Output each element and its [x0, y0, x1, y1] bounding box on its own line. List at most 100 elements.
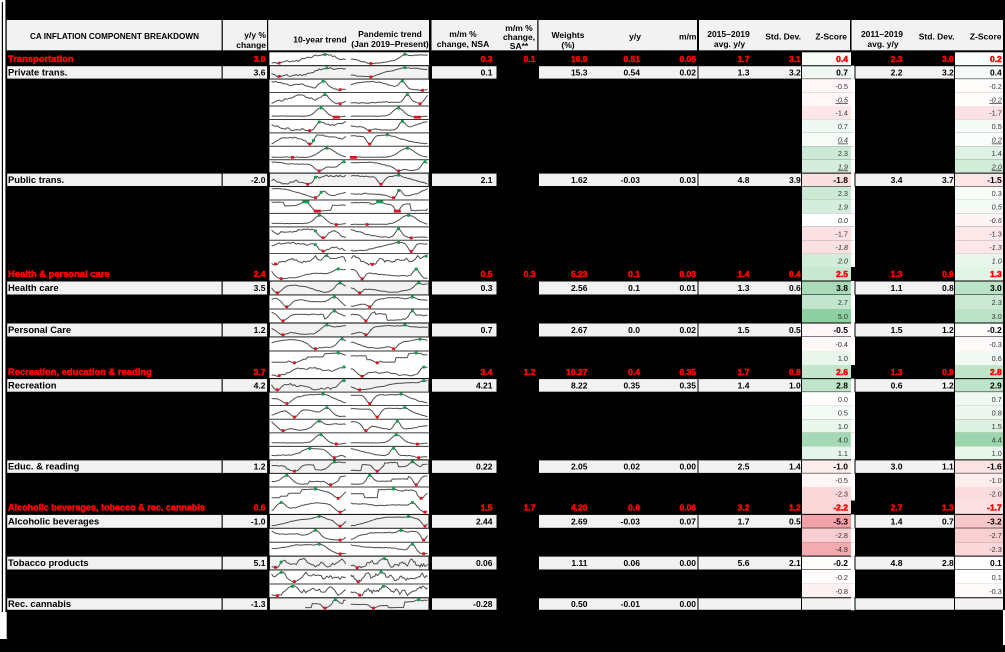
svg-text:Std. Dev.: Std. Dev.	[919, 32, 955, 42]
svg-text:0.00: 0.00	[679, 599, 696, 609]
svg-text:-0.2: -0.2	[987, 325, 1002, 335]
svg-text:m/m %: m/m %	[505, 23, 533, 33]
svg-text:4.2: 4.2	[254, 380, 266, 390]
svg-text:1.4: 1.4	[789, 462, 801, 472]
svg-text:2.3: 2.3	[891, 54, 903, 64]
svg-text:-2.8: -2.8	[835, 531, 848, 540]
svg-text:3.2: 3.2	[789, 67, 801, 77]
svg-text:-0.3: -0.3	[989, 587, 1002, 596]
svg-text:1.7: 1.7	[738, 516, 750, 526]
svg-text:avg. y/y: avg. y/y	[867, 39, 898, 49]
svg-text:2.8: 2.8	[990, 367, 1002, 377]
svg-text:Alcoholic beverages, tobacco &: Alcoholic beverages, tobacco & rec. cann…	[8, 501, 205, 512]
svg-text:-0.5: -0.5	[835, 476, 848, 485]
svg-text:0.03: 0.03	[679, 269, 696, 279]
svg-text:2.3: 2.3	[838, 149, 848, 158]
svg-text:Z-Score: Z-Score	[970, 32, 1002, 42]
svg-text:1.5: 1.5	[738, 325, 750, 335]
svg-text:1.3: 1.3	[738, 283, 750, 293]
svg-text:Alcoholic beverages: Alcoholic beverages	[8, 515, 99, 526]
svg-text:1.7: 1.7	[738, 54, 750, 64]
svg-text:-1.7: -1.7	[987, 502, 1002, 512]
svg-text:1.5: 1.5	[992, 422, 1002, 431]
svg-text:-1.4: -1.4	[835, 109, 848, 118]
svg-text:1.5: 1.5	[891, 325, 903, 335]
svg-text:2.2: 2.2	[891, 67, 903, 77]
svg-text:0.7: 0.7	[942, 516, 954, 526]
svg-text:-1.0: -1.0	[251, 516, 266, 526]
svg-text:-1.7: -1.7	[989, 109, 1002, 118]
svg-text:0.5: 0.5	[838, 408, 848, 417]
svg-text:0.06: 0.06	[679, 502, 696, 512]
svg-text:Health & personal care: Health & personal care	[8, 268, 110, 279]
svg-text:SA**: SA**	[510, 41, 529, 51]
svg-text:0.4: 0.4	[789, 269, 801, 279]
svg-text:Public trans.: Public trans.	[8, 174, 64, 185]
svg-text:1.2: 1.2	[942, 380, 954, 390]
svg-text:2.5: 2.5	[738, 462, 750, 472]
svg-text:0.35: 0.35	[623, 380, 640, 390]
svg-text:-0.6: -0.6	[989, 216, 1003, 225]
svg-text:1.62: 1.62	[571, 175, 588, 185]
svg-text:4.8: 4.8	[738, 175, 750, 185]
svg-text:-2.3: -2.3	[835, 490, 848, 499]
svg-text:change,: change,	[503, 32, 535, 42]
svg-text:2011–2019: 2011–2019	[861, 29, 903, 39]
svg-text:0.6: 0.6	[789, 283, 801, 293]
svg-text:2.4: 2.4	[254, 269, 266, 279]
svg-text:-0.2: -0.2	[989, 82, 1002, 91]
svg-text:change, NSA: change, NSA	[437, 39, 489, 49]
svg-text:2.0: 2.0	[837, 256, 848, 265]
svg-text:0.6: 0.6	[254, 502, 266, 512]
svg-text:-0.2: -0.2	[833, 558, 848, 568]
svg-text:0.6: 0.6	[992, 354, 1002, 363]
svg-text:0.7: 0.7	[836, 67, 848, 77]
svg-text:-3.2: -3.2	[987, 516, 1002, 526]
svg-text:CA INFLATION COMPONENT BREAKDO: CA INFLATION COMPONENT BREAKDOWN	[30, 31, 199, 41]
svg-text:5.6: 5.6	[738, 558, 750, 568]
svg-text:0.35: 0.35	[679, 380, 696, 390]
svg-text:1.0: 1.0	[789, 380, 801, 390]
svg-text:2.56: 2.56	[571, 283, 588, 293]
svg-text:-2.3: -2.3	[989, 545, 1002, 554]
svg-text:-0.2: -0.2	[835, 573, 848, 582]
svg-text:1.0: 1.0	[838, 422, 848, 431]
svg-text:0.4: 0.4	[838, 136, 848, 145]
svg-text:3.9: 3.9	[789, 175, 801, 185]
svg-text:0.0: 0.0	[628, 502, 640, 512]
svg-text:3.2: 3.2	[738, 502, 750, 512]
svg-text:0.7: 0.7	[481, 325, 493, 335]
svg-text:2.05: 2.05	[571, 462, 588, 472]
svg-text:1.4: 1.4	[992, 149, 1002, 158]
svg-text:0.1: 0.1	[628, 283, 640, 293]
svg-text:-1.5: -1.5	[987, 175, 1002, 185]
svg-text:0.2: 0.2	[992, 136, 1002, 145]
svg-text:-0.5: -0.5	[835, 82, 848, 91]
svg-text:1.3: 1.3	[990, 269, 1002, 279]
svg-text:-1.7: -1.7	[835, 230, 848, 239]
svg-text:0.5: 0.5	[992, 122, 1002, 131]
svg-text:0.00: 0.00	[679, 558, 696, 568]
svg-text:10.27: 10.27	[566, 367, 588, 377]
svg-text:-1.3: -1.3	[989, 243, 1002, 252]
svg-text:0.1: 0.1	[481, 67, 493, 77]
svg-text:3.8: 3.8	[836, 283, 848, 293]
svg-text:10-year trend: 10-year trend	[293, 35, 346, 45]
svg-text:-1.0: -1.0	[989, 476, 1002, 485]
svg-text:2.7: 2.7	[891, 502, 903, 512]
svg-text:-0.8: -0.8	[835, 587, 848, 596]
svg-text:1.2: 1.2	[942, 325, 954, 335]
svg-text:1.0: 1.0	[838, 354, 848, 363]
svg-text:-0.4: -0.4	[835, 340, 848, 349]
svg-text:-0.01: -0.01	[621, 599, 641, 609]
svg-text:1.7: 1.7	[738, 367, 750, 377]
svg-text:Transportation: Transportation	[8, 53, 74, 64]
svg-text:0.1: 0.1	[992, 573, 1002, 582]
svg-text:5.0: 5.0	[838, 312, 848, 321]
svg-text:-1.8: -1.8	[833, 175, 848, 185]
svg-text:4.8: 4.8	[891, 558, 903, 568]
svg-text:1.3: 1.3	[942, 502, 954, 512]
svg-text:Weights: Weights	[552, 30, 585, 40]
svg-text:2.6: 2.6	[836, 367, 848, 377]
svg-text:(Jan 2019–Present): (Jan 2019–Present)	[351, 39, 429, 49]
